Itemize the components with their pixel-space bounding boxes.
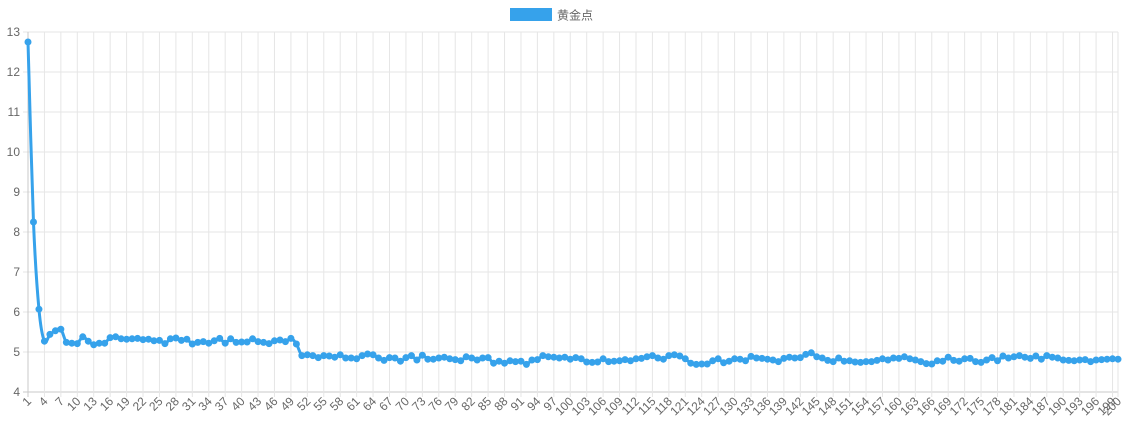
data-point[interactable] — [29, 218, 37, 226]
y-tick-label: 8 — [13, 225, 20, 239]
y-tick-label: 13 — [7, 25, 21, 39]
data-point[interactable] — [522, 360, 530, 368]
data-point[interactable] — [265, 340, 273, 348]
data-point[interactable] — [353, 355, 361, 363]
data-point[interactable] — [988, 354, 996, 362]
data-point[interactable] — [413, 356, 421, 364]
data-point[interactable] — [155, 336, 163, 344]
data-point[interactable] — [369, 351, 377, 359]
data-point[interactable] — [994, 357, 1001, 365]
grid — [23, 31, 1119, 397]
data-point[interactable] — [533, 356, 541, 364]
data-point[interactable] — [594, 358, 602, 366]
y-tick-label: 7 — [13, 265, 20, 279]
y-tick-label: 6 — [13, 305, 20, 319]
data-point[interactable] — [676, 352, 684, 360]
series-lines — [26, 41, 1119, 366]
data-point[interactable] — [336, 351, 344, 359]
data-point[interactable] — [966, 354, 974, 362]
data-point[interactable] — [79, 333, 87, 341]
data-point[interactable] — [227, 335, 235, 343]
data-point[interactable] — [418, 351, 426, 359]
y-tick-label: 4 — [13, 385, 20, 399]
data-point[interactable] — [939, 357, 947, 365]
data-point[interactable] — [380, 356, 388, 364]
legend-label: 黄金点 — [557, 8, 593, 23]
data-points — [24, 38, 1122, 368]
data-point[interactable] — [835, 354, 843, 362]
y-axis-ticks: 4 5 6 7 8 9 10 11 12 13 — [7, 25, 21, 399]
data-point[interactable] — [1037, 355, 1045, 363]
y-tick-label: 10 — [7, 145, 21, 159]
data-point[interactable] — [796, 354, 804, 362]
data-point[interactable] — [40, 337, 48, 345]
data-point[interactable] — [281, 338, 289, 346]
series-line — [26, 41, 1119, 366]
data-point[interactable] — [944, 353, 952, 361]
data-point[interactable] — [287, 334, 295, 342]
data-point[interactable] — [57, 325, 65, 333]
data-point[interactable] — [807, 349, 815, 357]
data-point[interactable] — [703, 360, 711, 368]
data-point[interactable] — [216, 334, 224, 342]
data-point[interactable] — [517, 357, 525, 365]
data-point[interactable] — [714, 355, 722, 363]
legend-swatch — [510, 8, 552, 21]
data-point[interactable] — [457, 357, 465, 365]
y-tick-label: 9 — [13, 185, 20, 199]
data-point[interactable] — [249, 335, 257, 343]
y-tick-label: 12 — [7, 65, 21, 79]
data-point[interactable] — [599, 355, 607, 363]
y-tick-label: 5 — [13, 345, 20, 359]
data-point[interactable] — [243, 338, 251, 346]
data-point[interactable] — [396, 357, 404, 365]
data-point[interactable] — [101, 339, 109, 347]
data-point[interactable] — [46, 330, 54, 338]
data-point[interactable] — [24, 38, 32, 46]
data-point[interactable] — [1032, 352, 1040, 360]
data-point[interactable] — [484, 354, 492, 362]
data-point[interactable] — [84, 337, 92, 345]
data-point[interactable] — [221, 339, 229, 347]
data-point[interactable] — [659, 355, 667, 363]
data-point[interactable] — [161, 340, 169, 348]
data-point[interactable] — [577, 355, 585, 363]
data-point[interactable] — [928, 360, 936, 368]
data-point[interactable] — [774, 358, 782, 366]
data-point[interactable] — [681, 355, 689, 363]
y-tick-label: 11 — [8, 105, 21, 119]
data-point[interactable] — [742, 357, 750, 365]
x-tick-label: 4 — [36, 394, 51, 409]
data-point[interactable] — [391, 354, 399, 362]
data-point[interactable] — [183, 335, 191, 343]
data-point[interactable] — [35, 305, 43, 313]
data-point[interactable] — [1114, 355, 1122, 363]
data-point[interactable] — [407, 352, 415, 360]
data-point[interactable] — [292, 340, 300, 348]
data-point[interactable] — [73, 340, 81, 348]
data-point[interactable] — [829, 358, 837, 366]
x-tick-label: 1 — [19, 394, 34, 409]
x-axis-ticks: 1 4 71013161922252831343740434649525558616… — [19, 394, 1124, 418]
legend[interactable]: 黄金点 — [510, 8, 593, 23]
